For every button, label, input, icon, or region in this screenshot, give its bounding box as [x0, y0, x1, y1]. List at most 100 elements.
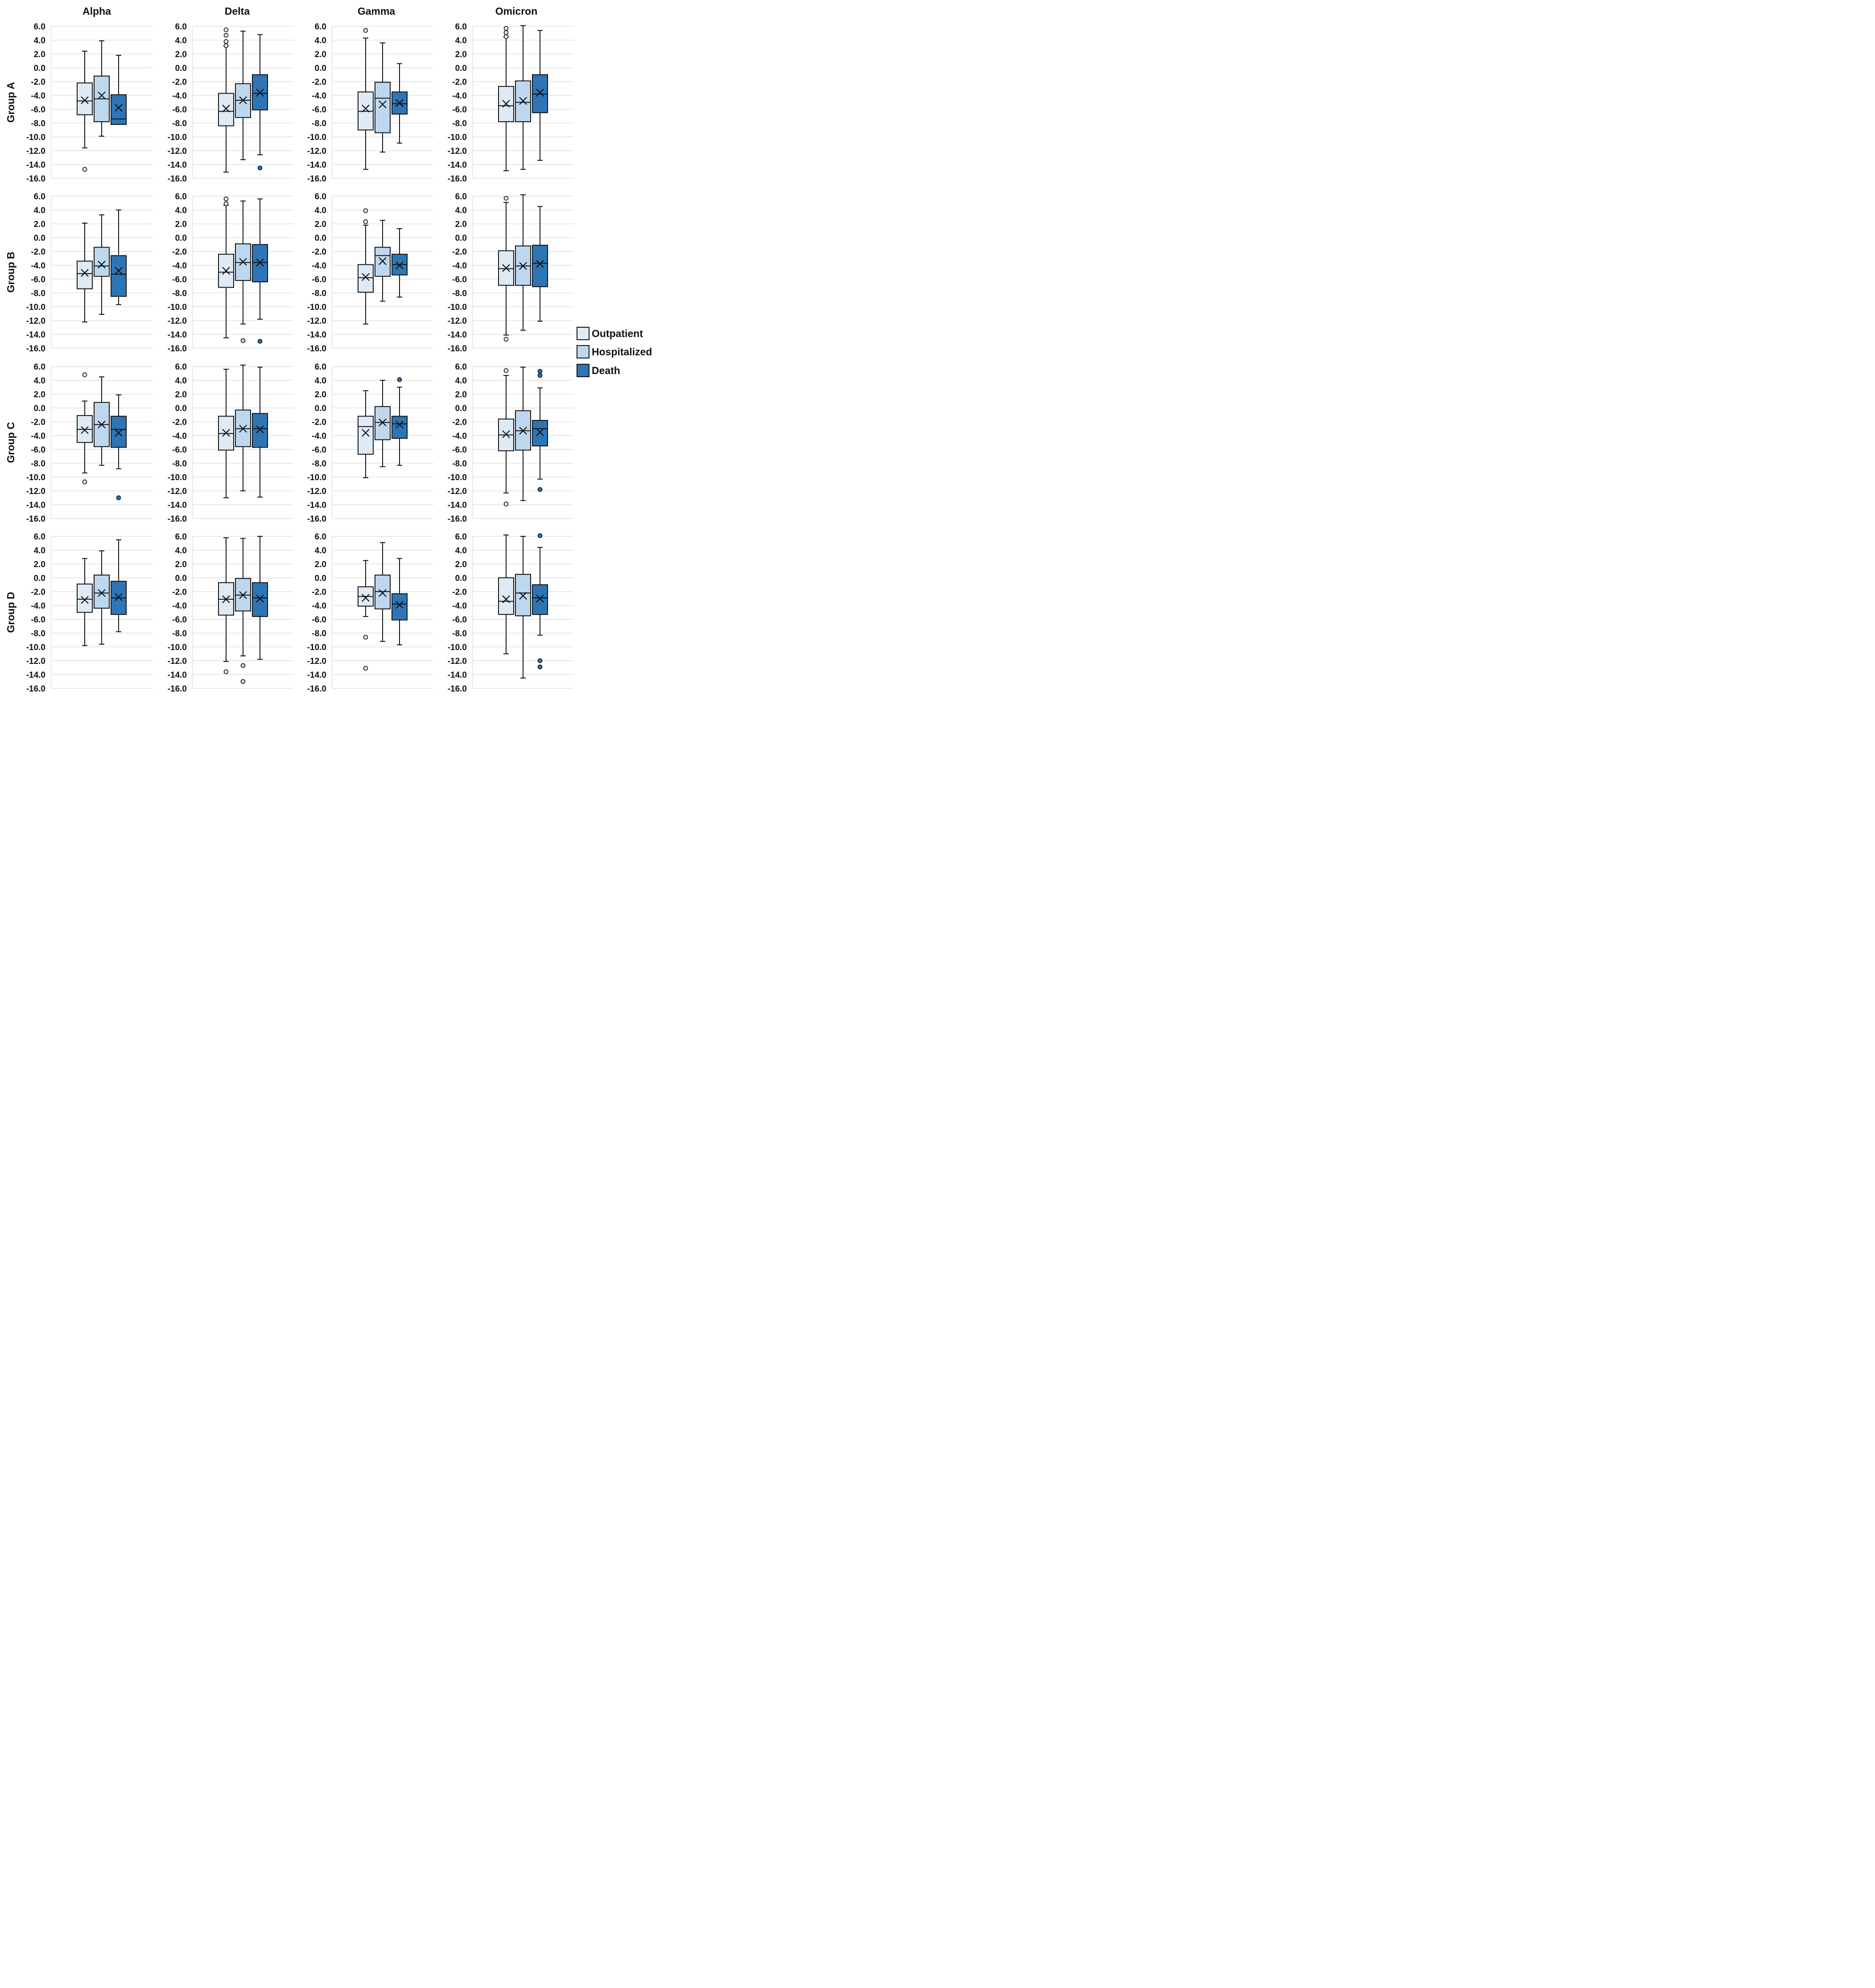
- box-outpatient: [77, 372, 93, 485]
- y-tick-label: 6.0: [455, 22, 467, 32]
- y-tick-label: 0.0: [315, 574, 326, 583]
- y-tick-label: -12.0: [26, 487, 45, 496]
- y-tick-label: -10.0: [307, 133, 326, 142]
- box-death: [111, 394, 127, 500]
- box-outpatient: [218, 196, 234, 338]
- mean-marker: [81, 426, 89, 434]
- iqr-box: [111, 416, 127, 448]
- box-death: [252, 198, 268, 344]
- y-tick-label: -4.0: [312, 91, 326, 101]
- y-tick-label: -6.0: [172, 105, 187, 115]
- y-tick-label: 4.0: [455, 546, 467, 556]
- mean-marker: [379, 257, 387, 265]
- y-tick-label: 2.0: [175, 220, 187, 229]
- outlier-point: [503, 34, 509, 39]
- y-tick-label: 6.0: [34, 532, 45, 542]
- iqr-box: [94, 247, 110, 277]
- iqr-box: [77, 260, 93, 289]
- mean-marker: [536, 260, 544, 268]
- y-tick-label: -14.0: [448, 330, 467, 340]
- outlier-point: [82, 372, 87, 377]
- y-tick-label: 0.0: [315, 234, 326, 243]
- y-tick-label: 0.0: [34, 234, 45, 243]
- y-tick-label: -6.0: [312, 445, 326, 455]
- panel-group-c-alpha: 6.0 4.0 2.0 0.0 -2.0 -4.0 -6.0 -8.0 -10.0 -12.0 -1…: [26, 362, 152, 524]
- mean-marker: [239, 258, 247, 266]
- y-tick-label: 0.0: [455, 574, 467, 583]
- y-tick-label: 6.0: [34, 192, 45, 202]
- y-tick-label: 4.0: [315, 206, 326, 215]
- outlier-point: [537, 487, 543, 492]
- y-tick-label: 2.0: [34, 50, 45, 59]
- y-tick-label: -16.0: [168, 684, 187, 694]
- box-outpatient: [358, 208, 374, 325]
- boxes-group-a-delta: [218, 27, 268, 173]
- box-death: [252, 536, 268, 660]
- box-death: [252, 366, 268, 498]
- y-tick-label: 6.0: [175, 192, 187, 202]
- box-hospitalized: [515, 25, 531, 170]
- y-tick-label: 4.0: [175, 376, 187, 386]
- y-tick-label: -6.0: [452, 445, 467, 455]
- y-tick-label: -2.0: [172, 588, 187, 597]
- boxes-group-b-delta: [218, 196, 268, 344]
- box-hospitalized: [375, 220, 391, 302]
- outlier-point: [537, 369, 543, 374]
- y-tick-label: -6.0: [31, 445, 45, 455]
- row-title-group-c: Group C: [5, 422, 16, 463]
- y-tick-label: -4.0: [172, 432, 187, 441]
- mean-marker: [396, 261, 404, 269]
- mean-marker: [519, 592, 527, 600]
- y-tick-label: -4.0: [452, 261, 467, 271]
- y-tick-label: 6.0: [455, 532, 467, 542]
- outlier-point: [240, 679, 246, 684]
- box-death: [391, 377, 408, 466]
- y-tick-label: -12.0: [448, 317, 467, 326]
- boxes-group-c-omicron: [498, 366, 548, 506]
- outlier-point: [503, 196, 509, 201]
- box-outpatient: [358, 28, 374, 170]
- y-tick-label: 2.0: [455, 220, 467, 229]
- iqr-box: [532, 584, 548, 615]
- y-tick-label: -10.0: [307, 643, 326, 652]
- mean-marker: [256, 259, 264, 267]
- outlier-point: [503, 26, 509, 31]
- y-tick-label: 4.0: [315, 36, 326, 45]
- mean-marker: [502, 595, 510, 603]
- boxes-group-c-gamma: [358, 377, 408, 478]
- mean-marker: [98, 420, 106, 428]
- y-tick-label: 2.0: [34, 220, 45, 229]
- box-death: [391, 228, 408, 298]
- row-title-group-d: Group D: [5, 592, 16, 633]
- mean-marker: [222, 267, 230, 275]
- y-tick-label: -6.0: [452, 275, 467, 284]
- y-tick-label: -14.0: [448, 671, 467, 680]
- iqr-box: [94, 574, 110, 609]
- mean-marker: [239, 591, 247, 599]
- outlier-point: [82, 479, 87, 485]
- boxes-group-d-delta: [218, 536, 268, 684]
- y-tick-label: 2.0: [315, 390, 326, 399]
- y-tick-label: -8.0: [452, 459, 467, 469]
- y-tick-label: -10.0: [448, 473, 467, 482]
- mean-marker: [502, 430, 510, 438]
- mean-marker: [115, 104, 123, 112]
- boxes-group-b-gamma: [358, 208, 408, 325]
- y-tick-label: -6.0: [452, 105, 467, 115]
- mean-marker: [379, 100, 387, 108]
- y-tick-label: -10.0: [448, 643, 467, 652]
- outlier-point: [397, 377, 402, 382]
- y-tick-label: -12.0: [448, 147, 467, 156]
- y-tick-label: -14.0: [26, 671, 45, 680]
- mean-marker: [519, 427, 527, 435]
- y-tick-label: -8.0: [31, 459, 45, 469]
- outlier-point: [503, 30, 509, 35]
- mean-marker: [98, 260, 106, 269]
- y-tick-label: 4.0: [34, 36, 45, 45]
- y-tick-label: -16.0: [307, 684, 326, 694]
- y-tick-label: -14.0: [448, 501, 467, 510]
- y-tick-label: -10.0: [168, 133, 187, 142]
- iqr-box: [391, 593, 408, 621]
- y-tick-label: -14.0: [307, 330, 326, 340]
- y-tick-label: 6.0: [34, 22, 45, 32]
